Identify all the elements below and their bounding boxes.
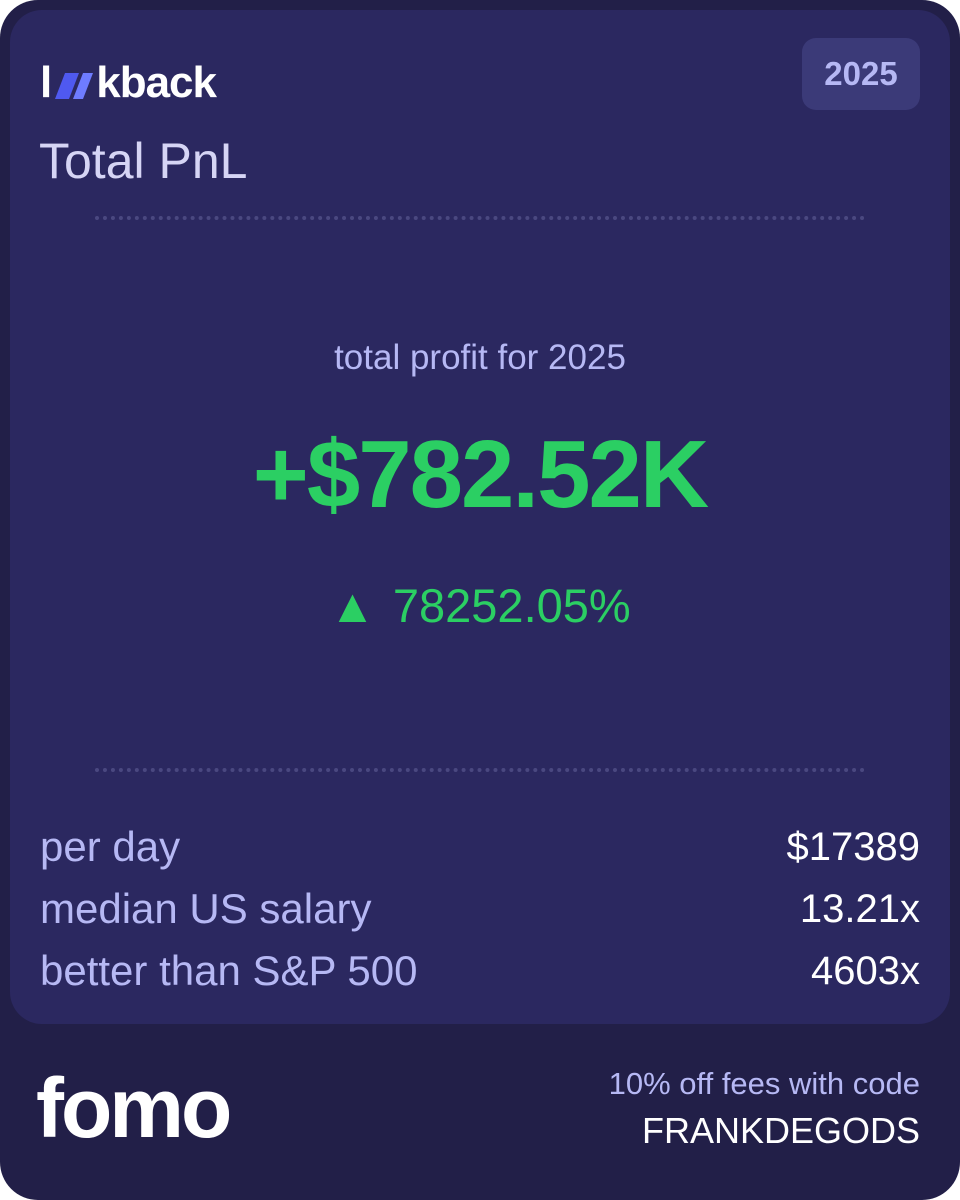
stat-label: per day xyxy=(40,823,181,870)
year-badge: 2025 xyxy=(802,38,920,110)
profit-amount: +$782.52K xyxy=(252,421,709,528)
fomo-logo: fomo xyxy=(36,1061,232,1155)
stat-row-sp500: better than S&P 500 4603x xyxy=(40,940,920,1002)
divider-bottom xyxy=(95,768,865,772)
stat-row-per-day: per day $17389 xyxy=(40,816,920,878)
year-label: 2025 xyxy=(824,55,898,92)
stat-label: median US salary xyxy=(40,885,372,932)
profit-change: ▲ 78252.05% xyxy=(10,578,950,633)
logo-prefix: l xyxy=(40,58,52,107)
stat-label: better than S&P 500 xyxy=(40,947,418,994)
promo-code: FRANKDEGODS xyxy=(641,1110,920,1151)
promo-text: 10% off fees with code xyxy=(608,1066,920,1101)
stat-value: 13.21x xyxy=(799,886,920,931)
lookback-logo: l kback xyxy=(40,55,217,111)
logo-double-o-icon xyxy=(55,73,94,99)
stats-list: per day $17389 median US salary 13.21x b… xyxy=(40,816,920,1002)
divider-top xyxy=(95,216,865,220)
stat-row-median-salary: median US salary 13.21x xyxy=(40,878,920,940)
profit-change-value: 78252.05% xyxy=(392,579,631,632)
stat-value: 4603x xyxy=(811,948,920,993)
triangle-up-icon: ▲ xyxy=(329,579,376,632)
stat-value: $17389 xyxy=(786,824,920,869)
pnl-card: l kback 2025 Total PnL total profit for … xyxy=(10,10,950,1024)
card-title: Total PnL xyxy=(39,133,248,189)
footer: fomo 10% off fees with code FRANKDEGODS xyxy=(0,1024,960,1200)
profit-caption: total profit for 2025 xyxy=(334,338,626,377)
logo-suffix: kback xyxy=(96,58,217,107)
